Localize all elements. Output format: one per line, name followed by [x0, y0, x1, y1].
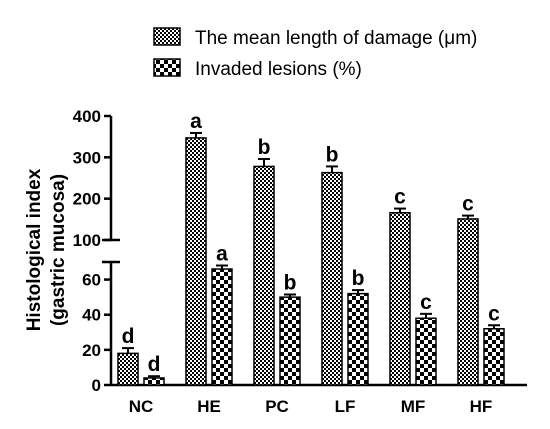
significance-label: c [420, 291, 432, 314]
legend-label-series-2: Invaded lesions (%) [195, 59, 362, 80]
significance-label: c [394, 186, 406, 209]
y-tick-label: 0 [92, 376, 101, 395]
bar-LF-series-1 [321, 171, 343, 386]
y-tick-label: 200 [73, 190, 101, 209]
x-tick-label: HF [470, 397, 493, 416]
legend-swatch-series-2 [153, 58, 181, 77]
x-tick-label: NC [129, 397, 154, 416]
significance-label: b [326, 143, 339, 166]
x-tick-label: HE [197, 397, 221, 416]
bar-PC-series-2 [279, 296, 301, 386]
axes: 100 200 300 400 0 20 40 60 [73, 107, 527, 395]
bar-NC-series-2 [143, 377, 165, 386]
bars [117, 131, 505, 386]
bar-PC-series-1 [253, 165, 275, 386]
significance-label: b [258, 136, 271, 159]
bar-MF-series-1 [389, 211, 411, 386]
significance-label: a [216, 243, 228, 266]
labels: dd NC a a HE b b PC b b LF c c MF c c HF [122, 110, 501, 416]
y-axis-title-line-2: (gastric mucosa) [48, 174, 69, 326]
significance-label: c [462, 193, 474, 216]
significance-label: a [190, 110, 202, 133]
x-tick-label: MF [401, 397, 426, 416]
bar-NC-series-1 [117, 352, 139, 386]
y-tick-label: 20 [82, 341, 101, 360]
y-tick-label: 60 [82, 271, 101, 290]
x-tick-label: LF [335, 397, 356, 416]
bar-MF-series-2 [415, 317, 437, 386]
y-tick-label: 400 [73, 107, 101, 126]
significance-label: b [352, 267, 365, 290]
bar-HE-series-2 [211, 268, 233, 386]
legend-swatch-series-1 [153, 27, 181, 46]
bar-HF-series-1 [457, 218, 479, 386]
significance-label: c [488, 302, 500, 325]
y-axis-title-line-1: Histological index [24, 168, 45, 331]
significance-label: d [148, 353, 161, 376]
legend: The mean length of damage (μm) Invaded l… [153, 27, 477, 80]
legend-label-series-1: The mean length of damage (μm) [195, 28, 477, 49]
bar-HE-series-1 [185, 137, 207, 386]
y-tick-label: 40 [82, 306, 101, 325]
bar-LF-series-2 [347, 292, 369, 386]
y-tick-label: 300 [73, 148, 101, 167]
significance-label: d [122, 325, 135, 348]
x-tick-label: PC [265, 397, 289, 416]
bar-HF-series-2 [483, 328, 505, 386]
y-tick-label: 100 [73, 231, 101, 250]
significance-label: b [284, 272, 297, 295]
